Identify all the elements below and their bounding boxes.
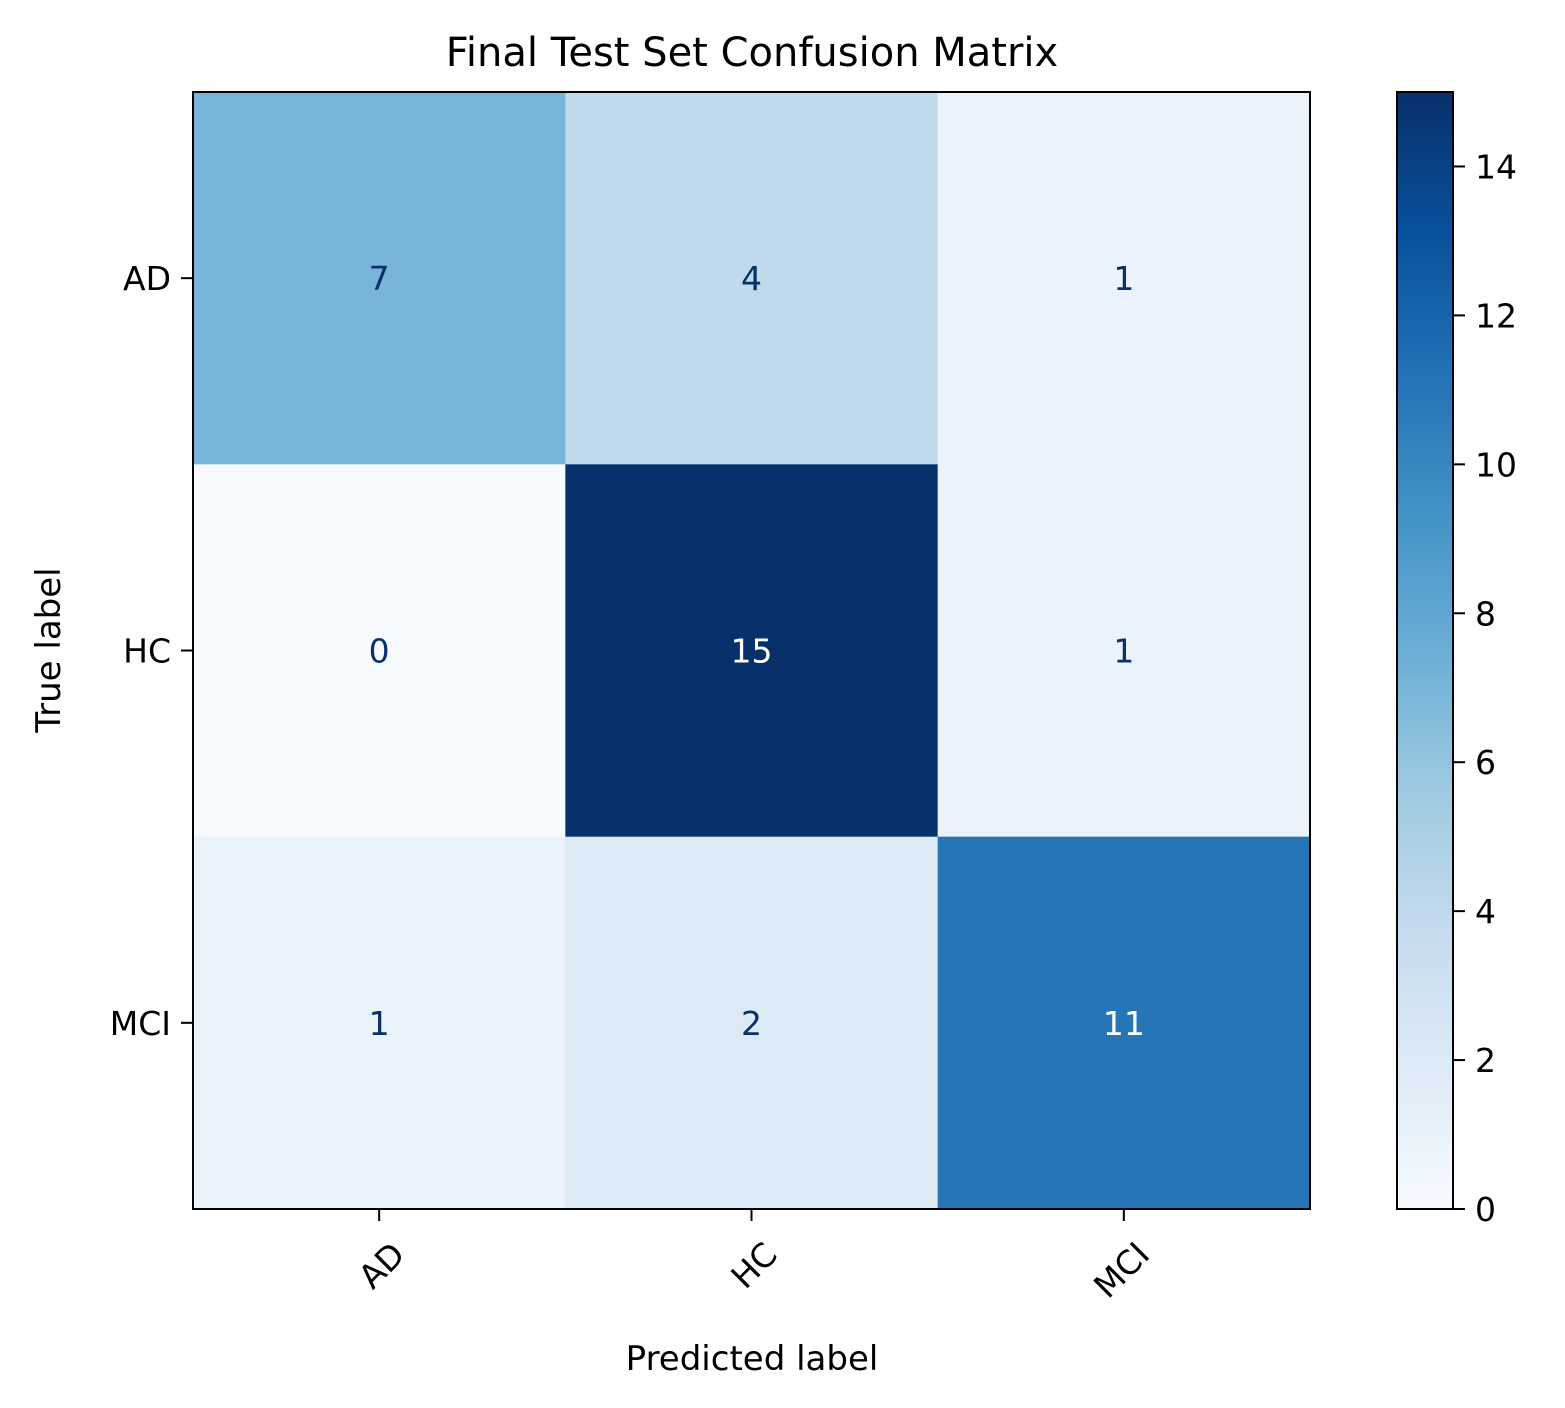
colorbar-gradient-bar <box>1396 91 1454 1210</box>
cell-value-label: 1 <box>1113 259 1134 298</box>
x-tick-label: HC <box>723 1235 784 1296</box>
cell-value-label: 1 <box>1113 632 1134 671</box>
heatmap-cell <box>937 92 1311 465</box>
cell-value-label: 1 <box>369 1004 390 1043</box>
colorbar-tick-label: 8 <box>1475 594 1496 633</box>
colorbar-ticks: 0 2 4 6 8 10 12 14 <box>1453 147 1517 1229</box>
colorbar-tick-label: 12 <box>1475 296 1517 335</box>
cell-value-label: 0 <box>369 632 390 671</box>
colorbar-tick-label: 10 <box>1475 445 1517 484</box>
heatmap-cell <box>565 92 939 465</box>
colorbar-tick-label: 0 <box>1475 1190 1496 1229</box>
heatmap-cell <box>937 836 1311 1210</box>
cell-value-label: 2 <box>741 1004 762 1043</box>
heatmap-cell <box>565 464 939 838</box>
cell-value-label: 7 <box>369 259 390 298</box>
y-tick-label: HC <box>123 632 171 671</box>
heatmap-cell <box>193 464 566 838</box>
heatmap-cell <box>193 92 566 465</box>
x-tick-label: AD <box>351 1235 413 1297</box>
x-axis-label: Predicted label <box>626 1339 879 1379</box>
y-axis-ticks: AD HC MCI <box>110 259 193 1043</box>
y-tick-label: MCI <box>110 1004 171 1043</box>
cell-value-label: 15 <box>731 632 773 671</box>
y-axis-label: True label <box>29 567 69 733</box>
heatmap-cell <box>937 464 1311 838</box>
colorbar-tick-label: 4 <box>1475 892 1496 931</box>
colorbar-tick-label: 2 <box>1475 1041 1496 1080</box>
cell-value-label: 11 <box>1103 1004 1145 1043</box>
chart-title: Final Test Set Confusion Matrix <box>446 30 1058 76</box>
heatmap-cells <box>193 92 1311 1210</box>
x-axis-ticks: AD HC MCI <box>351 1209 1157 1306</box>
colorbar-tick-label: 6 <box>1475 743 1496 782</box>
x-tick-label: MCI <box>1086 1235 1157 1306</box>
heatmap-cell <box>193 836 566 1210</box>
colorbar-tick-label: 14 <box>1475 147 1517 186</box>
cell-value-label: 4 <box>741 259 762 298</box>
cell-value-labels: 7 4 10 15 11 2 11 <box>369 259 1145 1043</box>
y-tick-label: AD <box>123 259 171 298</box>
colorbar: 0 2 4 6 8 10 12 14 <box>1396 91 1517 1229</box>
heatmap-cell <box>565 836 939 1210</box>
